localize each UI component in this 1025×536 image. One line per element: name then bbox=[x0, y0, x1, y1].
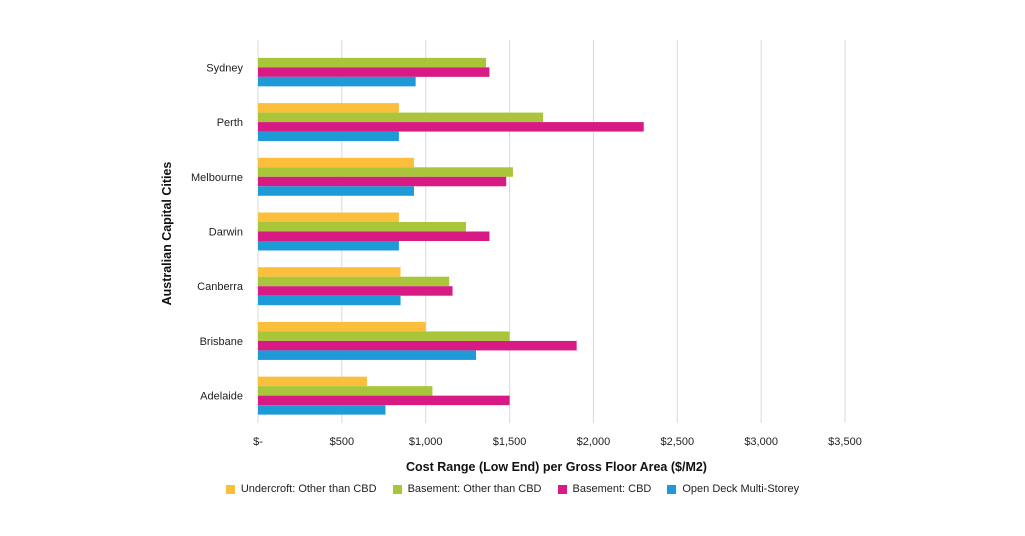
bar-sydney-2 bbox=[258, 67, 490, 77]
bar-canberra-2 bbox=[258, 286, 453, 296]
bars bbox=[258, 57, 644, 415]
x-tick-label: $1,000 bbox=[409, 436, 443, 448]
bar-canberra-3 bbox=[258, 295, 401, 306]
legend-swatch bbox=[225, 484, 235, 494]
bar-darwin-0 bbox=[258, 212, 399, 222]
x-tick-label: $3,000 bbox=[744, 436, 778, 448]
category-label: Melbourne bbox=[191, 172, 243, 184]
category-label: Brisbane bbox=[200, 336, 243, 348]
bar-adelaide-2 bbox=[258, 395, 510, 406]
bar-adelaide-3 bbox=[258, 405, 386, 415]
x-tick-label: $3,500 bbox=[828, 436, 862, 448]
x-tick-labels: $- $500 $1,000 $1,500 $2,000 $2,500 $3,000 $3,5… bbox=[253, 436, 862, 448]
legend-label: Undercroft: Other than CBD bbox=[240, 483, 377, 495]
bar-melbourne-1 bbox=[258, 167, 513, 177]
bar-perth-0 bbox=[258, 103, 399, 113]
legend-swatch bbox=[667, 484, 677, 494]
bar-brisbane-1 bbox=[258, 331, 510, 341]
bar-melbourne-3 bbox=[258, 186, 414, 196]
bar-darwin-2 bbox=[258, 231, 490, 241]
bar-sydney-3 bbox=[258, 76, 416, 87]
legend-swatch bbox=[392, 484, 402, 494]
bar-brisbane-3 bbox=[258, 350, 477, 360]
category-label: Canberra bbox=[197, 281, 244, 293]
legend-label: Open Deck Multi-Storey bbox=[682, 483, 800, 495]
bar-canberra-1 bbox=[258, 276, 450, 287]
legend-item: Undercroft: Other than CBD bbox=[225, 483, 377, 495]
bar-darwin-3 bbox=[258, 241, 399, 251]
x-tick-label: $2,500 bbox=[660, 436, 694, 448]
bar-sydney-1 bbox=[258, 57, 487, 68]
bar-melbourne-0 bbox=[258, 157, 414, 168]
legend-item: Basement: CBD bbox=[557, 483, 652, 495]
legend: Undercroft: Other than CBD Basement: Othe… bbox=[0, 483, 1025, 495]
bar-perth-1 bbox=[258, 112, 544, 123]
bar-perth-2 bbox=[258, 122, 644, 132]
legend-item: Open Deck Multi-Storey bbox=[667, 483, 799, 495]
bar-canberra-0 bbox=[258, 267, 401, 277]
bar-brisbane-2 bbox=[258, 340, 577, 351]
category-label: Perth bbox=[217, 117, 243, 129]
category-label: Sydney bbox=[206, 62, 243, 74]
legend-label: Basement: CBD bbox=[572, 483, 652, 495]
category-label: Darwin bbox=[209, 227, 243, 239]
bar-adelaide-1 bbox=[258, 386, 433, 396]
legend-item: Basement: Other than CBD bbox=[392, 483, 542, 495]
x-axis-title: Cost Range (Low End) per Gross Floor Are… bbox=[406, 460, 707, 474]
legend-label: Basement: Other than CBD bbox=[407, 483, 542, 495]
bar-darwin-1 bbox=[258, 222, 466, 232]
bar-melbourne-2 bbox=[258, 176, 507, 187]
bar-perth-3 bbox=[258, 131, 399, 142]
x-tick-label: $2,000 bbox=[577, 436, 611, 448]
bar-brisbane-0 bbox=[258, 321, 426, 332]
category-labels: Sydney Perth Melbourne Darwin Canberra Brisba… bbox=[191, 62, 244, 402]
bar-adelaide-0 bbox=[258, 376, 368, 387]
category-label: Adelaide bbox=[200, 391, 243, 403]
x-tick-label: $- bbox=[253, 436, 263, 448]
legend-swatch bbox=[557, 484, 567, 494]
x-tick-label: $1,500 bbox=[493, 436, 527, 448]
y-axis-title: Australian Capital Cities bbox=[160, 162, 174, 306]
x-tick-label: $500 bbox=[330, 436, 354, 448]
